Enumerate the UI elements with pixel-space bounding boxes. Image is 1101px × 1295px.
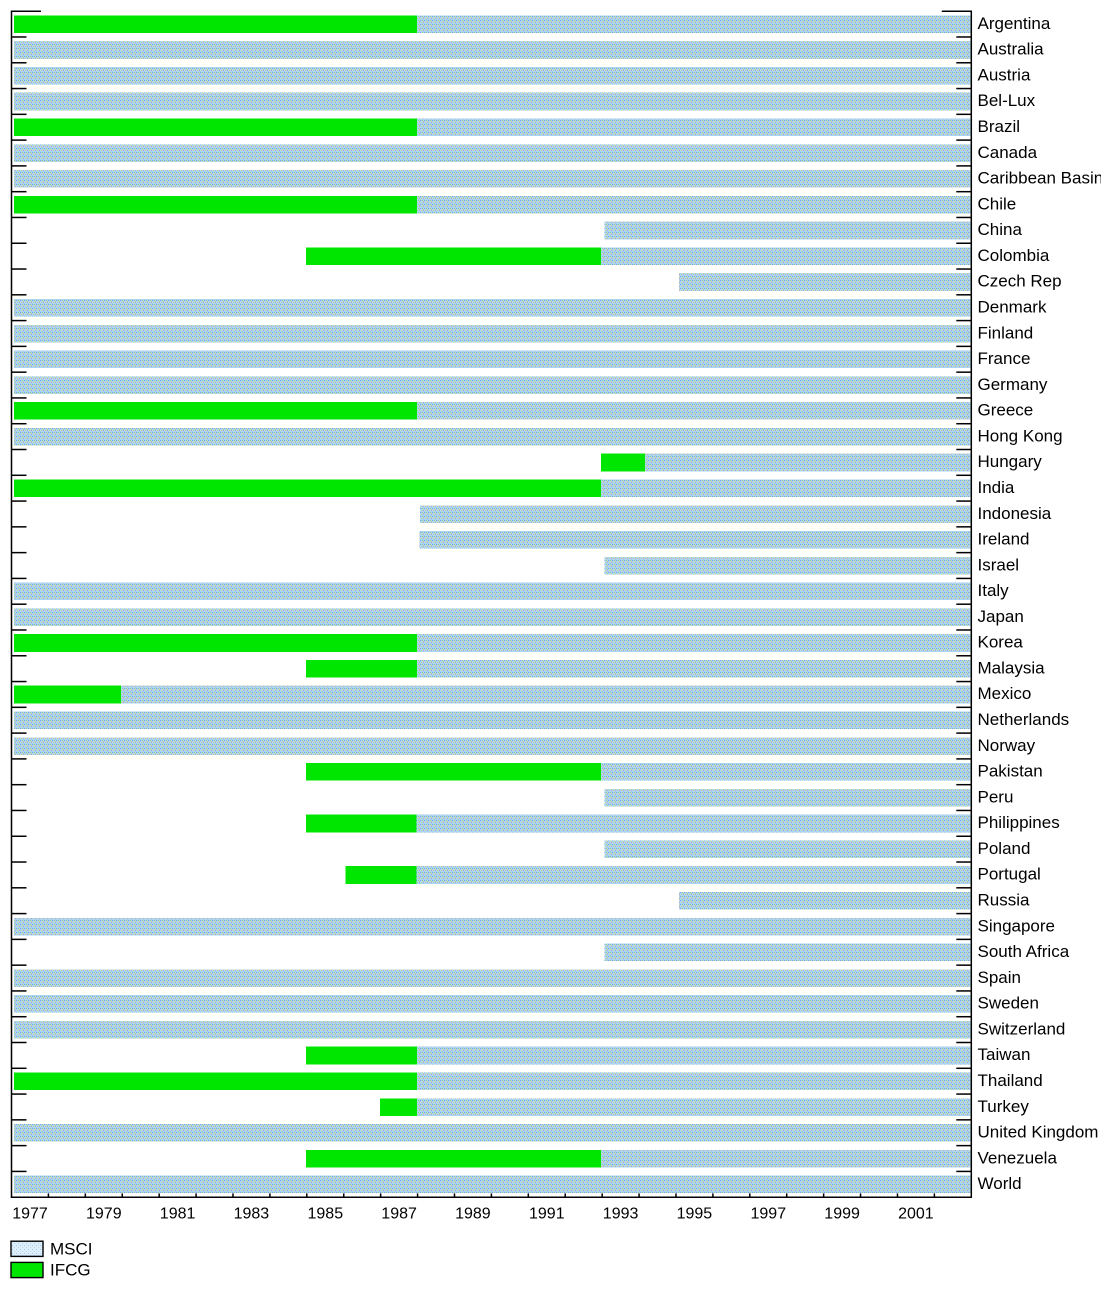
svg-text:France: France (978, 349, 1031, 368)
svg-text:Sweden: Sweden (978, 994, 1039, 1013)
svg-text:Japan: Japan (978, 607, 1024, 626)
svg-text:Portugal: Portugal (978, 865, 1041, 884)
svg-text:Korea: Korea (978, 633, 1024, 652)
svg-text:1983: 1983 (234, 1206, 270, 1223)
svg-text:2001: 2001 (898, 1206, 934, 1223)
svg-text:Czech Rep: Czech Rep (978, 272, 1062, 291)
svg-text:China: China (978, 220, 1023, 239)
svg-text:Taiwan: Taiwan (978, 1045, 1031, 1064)
svg-text:India: India (978, 478, 1015, 497)
svg-text:MSCI: MSCI (50, 1240, 93, 1259)
svg-text:Poland: Poland (978, 839, 1031, 858)
svg-text:United Kingdom: United Kingdom (978, 1123, 1099, 1142)
svg-text:Finland: Finland (978, 323, 1034, 342)
svg-text:Australia: Australia (978, 40, 1045, 59)
svg-text:Russia: Russia (978, 891, 1031, 910)
svg-text:Caribbean Basin: Caribbean Basin (978, 169, 1101, 188)
svg-text:1985: 1985 (308, 1206, 344, 1223)
svg-text:Hungary: Hungary (978, 452, 1043, 471)
svg-text:1981: 1981 (160, 1206, 196, 1223)
svg-text:Peru: Peru (978, 787, 1014, 806)
svg-text:Hong Kong: Hong Kong (978, 426, 1063, 445)
svg-text:Colombia: Colombia (978, 246, 1050, 265)
svg-text:Ireland: Ireland (978, 530, 1030, 549)
svg-text:South Africa: South Africa (978, 942, 1070, 961)
svg-text:Netherlands: Netherlands (978, 710, 1070, 729)
svg-text:1993: 1993 (603, 1206, 639, 1223)
svg-text:1997: 1997 (751, 1206, 787, 1223)
svg-text:Thailand: Thailand (978, 1071, 1043, 1090)
svg-text:Israel: Israel (978, 555, 1020, 574)
svg-text:Venezuela: Venezuela (978, 1148, 1058, 1167)
svg-text:Spain: Spain (978, 968, 1021, 987)
svg-text:Bel-Lux: Bel-Lux (978, 91, 1036, 110)
svg-text:Singapore: Singapore (978, 916, 1056, 935)
svg-text:Germany: Germany (978, 375, 1048, 394)
svg-text:Mexico: Mexico (978, 684, 1032, 703)
svg-text:Pakistan: Pakistan (978, 762, 1043, 781)
svg-text:1979: 1979 (86, 1206, 122, 1223)
svg-text:IFCG: IFCG (50, 1261, 91, 1280)
svg-text:Austria: Austria (978, 66, 1031, 85)
svg-text:World: World (978, 1174, 1022, 1193)
svg-text:Canada: Canada (978, 143, 1038, 162)
svg-text:Greece: Greece (978, 401, 1034, 420)
svg-text:1995: 1995 (677, 1206, 713, 1223)
svg-text:1987: 1987 (381, 1206, 417, 1223)
svg-text:Brazil: Brazil (978, 117, 1021, 136)
svg-text:1999: 1999 (824, 1206, 860, 1223)
svg-text:1989: 1989 (455, 1206, 491, 1223)
svg-text:Denmark: Denmark (978, 298, 1047, 317)
svg-text:Argentina: Argentina (978, 14, 1051, 33)
svg-text:Italy: Italy (978, 581, 1010, 600)
svg-text:Chile: Chile (978, 194, 1017, 213)
svg-text:Philippines: Philippines (978, 813, 1060, 832)
svg-text:Switzerland: Switzerland (978, 1019, 1066, 1038)
svg-text:Turkey: Turkey (978, 1097, 1030, 1116)
svg-text:Norway: Norway (978, 736, 1036, 755)
svg-text:1977: 1977 (12, 1206, 48, 1223)
svg-text:Indonesia: Indonesia (978, 504, 1052, 523)
svg-text:Malaysia: Malaysia (978, 659, 1046, 678)
svg-text:1991: 1991 (529, 1206, 565, 1223)
